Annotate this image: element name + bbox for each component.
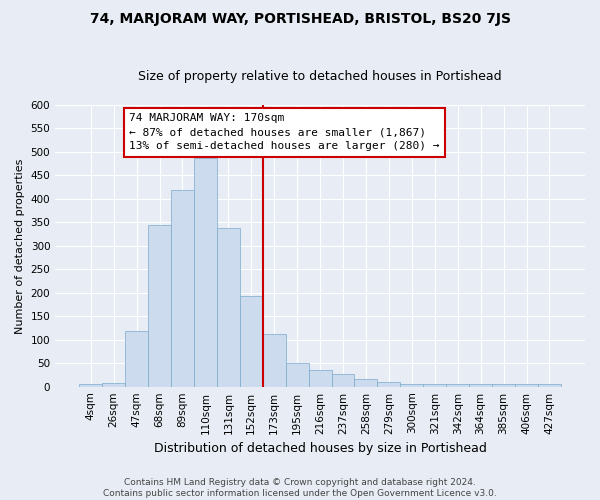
Bar bbox=[79, 384, 102, 386]
Bar bbox=[400, 384, 423, 386]
Bar bbox=[515, 384, 538, 386]
Bar bbox=[171, 190, 194, 386]
Bar bbox=[286, 363, 308, 386]
X-axis label: Distribution of detached houses by size in Portishead: Distribution of detached houses by size … bbox=[154, 442, 487, 455]
Text: 74 MARJORAM WAY: 170sqm
← 87% of detached houses are smaller (1,867)
13% of semi: 74 MARJORAM WAY: 170sqm ← 87% of detache… bbox=[130, 114, 440, 152]
Bar bbox=[355, 378, 377, 386]
Bar bbox=[102, 383, 125, 386]
Bar bbox=[194, 158, 217, 386]
Title: Size of property relative to detached houses in Portishead: Size of property relative to detached ho… bbox=[138, 70, 502, 83]
Bar bbox=[446, 384, 469, 386]
Bar bbox=[377, 382, 400, 386]
Y-axis label: Number of detached properties: Number of detached properties bbox=[15, 158, 25, 334]
Bar bbox=[538, 384, 561, 386]
Bar bbox=[469, 384, 492, 386]
Bar bbox=[240, 296, 263, 386]
Bar bbox=[263, 334, 286, 386]
Bar bbox=[148, 224, 171, 386]
Bar bbox=[332, 374, 355, 386]
Bar bbox=[423, 384, 446, 386]
Bar bbox=[217, 228, 240, 386]
Bar bbox=[308, 370, 332, 386]
Bar bbox=[492, 384, 515, 386]
Text: 74, MARJORAM WAY, PORTISHEAD, BRISTOL, BS20 7JS: 74, MARJORAM WAY, PORTISHEAD, BRISTOL, B… bbox=[89, 12, 511, 26]
Text: Contains HM Land Registry data © Crown copyright and database right 2024.
Contai: Contains HM Land Registry data © Crown c… bbox=[103, 478, 497, 498]
Bar bbox=[125, 332, 148, 386]
